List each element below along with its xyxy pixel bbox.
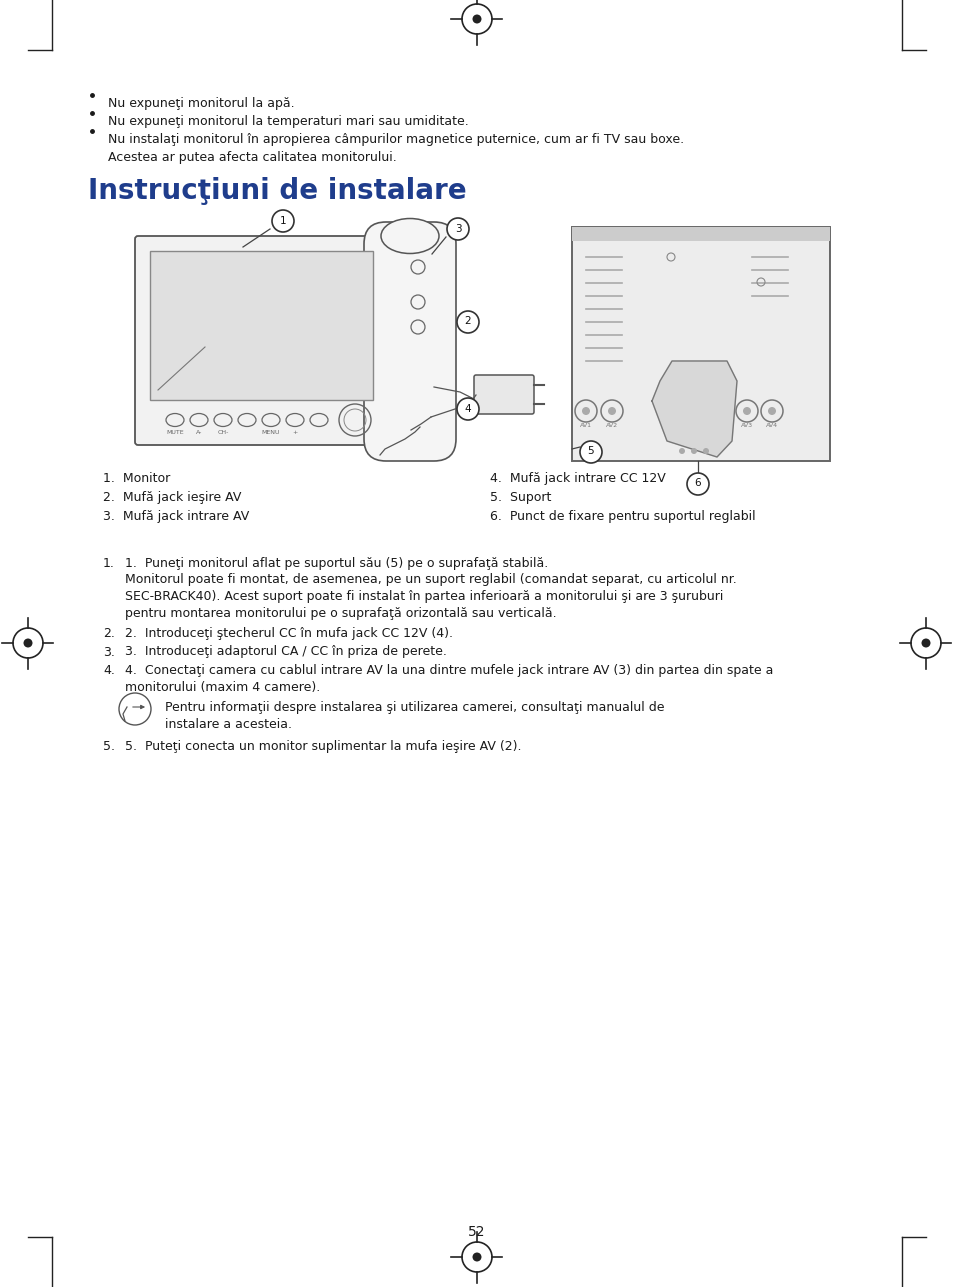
Text: AV3: AV3 bbox=[740, 423, 752, 429]
FancyBboxPatch shape bbox=[474, 375, 534, 414]
Text: 4: 4 bbox=[464, 404, 471, 413]
Text: 3.  Introduceţi adaptorul CA / CC în priza de perete.: 3. Introduceţi adaptorul CA / CC în priz… bbox=[125, 646, 446, 659]
Text: 4.: 4. bbox=[103, 664, 114, 677]
Text: instalare a acesteia.: instalare a acesteia. bbox=[165, 717, 292, 731]
Text: Instrucţiuni de instalare: Instrucţiuni de instalare bbox=[88, 178, 466, 205]
Text: 5.  Suport: 5. Suport bbox=[490, 492, 551, 505]
Text: 4.  Mufă jack intrare CC 12V: 4. Mufă jack intrare CC 12V bbox=[490, 472, 665, 485]
FancyBboxPatch shape bbox=[364, 221, 456, 461]
Text: 6: 6 bbox=[694, 479, 700, 489]
Text: +: + bbox=[292, 430, 297, 435]
Text: 1.: 1. bbox=[103, 557, 114, 570]
Text: monitorului (maxim 4 camere).: monitorului (maxim 4 camere). bbox=[125, 681, 320, 694]
Text: 3.: 3. bbox=[103, 646, 114, 659]
Circle shape bbox=[607, 407, 616, 414]
Circle shape bbox=[456, 311, 478, 333]
Circle shape bbox=[472, 1252, 481, 1261]
Text: SEC-BRACK40). Acest suport poate fi instalat în partea inferioară a monitorului : SEC-BRACK40). Acest suport poate fi inst… bbox=[125, 589, 722, 604]
Circle shape bbox=[579, 441, 601, 463]
Text: Nu instalaţi monitorul în apropierea câmpurilor magnetice puternice, cum ar fi T: Nu instalaţi monitorul în apropierea câm… bbox=[108, 133, 683, 145]
Circle shape bbox=[767, 407, 775, 414]
Text: 3.  Mufă jack intrare AV: 3. Mufă jack intrare AV bbox=[103, 510, 249, 523]
Circle shape bbox=[447, 218, 469, 239]
Text: 2.  Mufă jack ieşire AV: 2. Mufă jack ieşire AV bbox=[103, 492, 241, 505]
Circle shape bbox=[742, 407, 750, 414]
Polygon shape bbox=[651, 360, 737, 457]
Ellipse shape bbox=[380, 219, 438, 254]
Text: A-: A- bbox=[195, 430, 202, 435]
Text: Nu expuneţi monitorul la temperaturi mari sau umiditate.: Nu expuneţi monitorul la temperaturi mar… bbox=[108, 115, 468, 127]
Text: AV2: AV2 bbox=[605, 423, 618, 429]
Circle shape bbox=[581, 407, 589, 414]
Circle shape bbox=[679, 448, 684, 454]
Circle shape bbox=[686, 474, 708, 495]
Text: 3: 3 bbox=[455, 224, 461, 233]
Bar bbox=[572, 227, 829, 241]
Text: Acestea ar putea afecta calitatea monitorului.: Acestea ar putea afecta calitatea monito… bbox=[108, 151, 396, 163]
Circle shape bbox=[472, 14, 481, 23]
Text: 1.  Monitor: 1. Monitor bbox=[103, 472, 170, 485]
Text: 1.  Puneţi monitorul aflat pe suportul său (5) pe o suprafaţă stabilă.: 1. Puneţi monitorul aflat pe suportul să… bbox=[125, 557, 548, 570]
Text: 4.  Conectaţi camera cu cablul intrare AV la una dintre mufele jack intrare AV (: 4. Conectaţi camera cu cablul intrare AV… bbox=[125, 664, 773, 677]
Text: 2.  Introduceţi ştecherul CC în mufa jack CC 12V (4).: 2. Introduceţi ştecherul CC în mufa jack… bbox=[125, 627, 453, 640]
Text: 5.: 5. bbox=[103, 740, 115, 753]
Text: 2.: 2. bbox=[103, 627, 114, 640]
Text: Nu expuneţi monitorul la apă.: Nu expuneţi monitorul la apă. bbox=[108, 97, 294, 109]
Text: Monitorul poate fi montat, de asemenea, pe un suport reglabil (comandat separat,: Monitorul poate fi montat, de asemenea, … bbox=[125, 574, 736, 587]
Text: AV4: AV4 bbox=[765, 423, 778, 429]
Text: 6.  Punct de fixare pentru suportul reglabil: 6. Punct de fixare pentru suportul regla… bbox=[490, 510, 755, 523]
Text: 1: 1 bbox=[279, 215, 286, 225]
Text: 5: 5 bbox=[587, 447, 594, 457]
Text: CH-: CH- bbox=[217, 430, 229, 435]
Circle shape bbox=[690, 448, 697, 454]
Bar bbox=[572, 227, 829, 461]
Text: Pentru informaţii despre instalarea şi utilizarea camerei, consultaţi manualul d: Pentru informaţii despre instalarea şi u… bbox=[165, 701, 664, 714]
Text: 2: 2 bbox=[464, 317, 471, 327]
Text: pentru montarea monitorului pe o suprafaţă orizontală sau verticală.: pentru montarea monitorului pe o suprafa… bbox=[125, 606, 556, 619]
Text: MENU: MENU bbox=[261, 430, 280, 435]
Circle shape bbox=[272, 210, 294, 232]
Text: 5.  Puteţi conecta un monitor suplimentar la mufa ieşire AV (2).: 5. Puteţi conecta un monitor suplimentar… bbox=[125, 740, 521, 753]
Circle shape bbox=[456, 398, 478, 420]
Text: AV1: AV1 bbox=[579, 423, 592, 429]
Circle shape bbox=[702, 448, 708, 454]
Text: MUTE: MUTE bbox=[166, 430, 184, 435]
FancyBboxPatch shape bbox=[135, 236, 388, 445]
Circle shape bbox=[921, 638, 929, 647]
Text: 52: 52 bbox=[468, 1225, 485, 1239]
Bar bbox=[150, 251, 373, 400]
Circle shape bbox=[24, 638, 32, 647]
